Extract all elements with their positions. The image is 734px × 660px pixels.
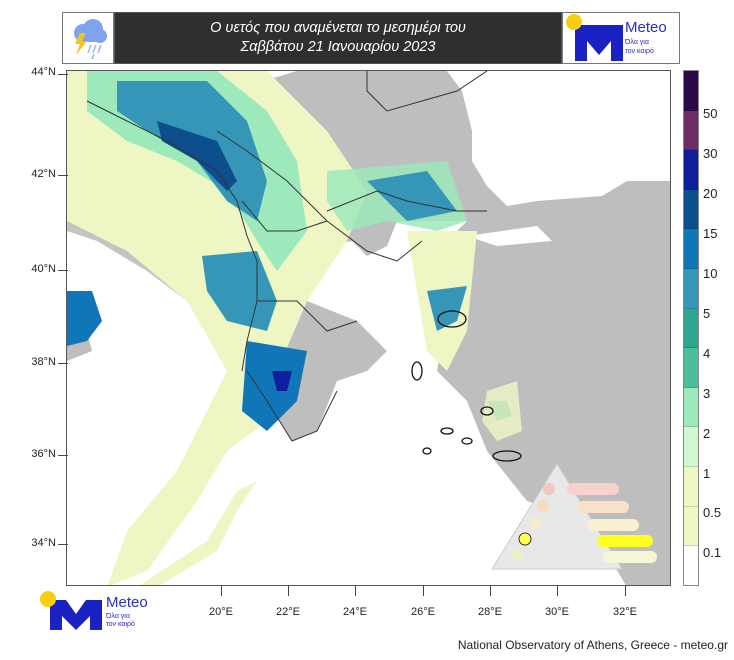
lon-label-30: 30°E [545, 606, 569, 618]
credit-text: National Observatory of Athens, Greece -… [457, 638, 728, 652]
lon-label-32: 32°E [613, 606, 637, 618]
colorbar-bin [684, 189, 698, 230]
meteo-m-logo-icon [40, 591, 102, 630]
colorbar-bin [684, 229, 698, 270]
lon-label-20: 20°E [209, 606, 233, 618]
logo-tagline-1: Όλα για [625, 39, 649, 46]
colorbar-label: 20 [703, 186, 718, 201]
lon-tick [490, 586, 491, 596]
map-graphic [67, 71, 670, 585]
lat-tick [58, 455, 68, 456]
colorbar-bin [684, 506, 698, 547]
colorbar-bin [684, 71, 698, 111]
colorbar-label: 2 [703, 426, 711, 441]
rain-thunder-cloud-icon [74, 19, 107, 60]
lat-label-40: 40°N [31, 263, 56, 275]
logo-name: Meteo [625, 19, 667, 36]
lon-label-22: 22°E [276, 606, 300, 618]
colorbar-label: 10 [703, 266, 718, 281]
meteo-m-logo-icon [566, 14, 623, 61]
colorbar-label: 3 [703, 386, 711, 401]
lat-tick [58, 74, 68, 75]
colorbar-label: 30 [703, 146, 718, 161]
logo-name: Meteo [106, 594, 148, 611]
page-title: Ο υετός που αναμένεται το μεσημέρι του Σ… [114, 12, 562, 64]
lon-tick [423, 586, 424, 596]
colorbar-bin [684, 150, 698, 190]
lon-tick [557, 586, 558, 596]
precipitation-map [66, 70, 671, 586]
colorbar-label: 4 [703, 346, 711, 361]
colorbar-bin [684, 308, 698, 349]
lat-tick [58, 270, 68, 271]
logo-tagline-1: Όλα για [106, 613, 130, 620]
lon-label-24: 24°E [343, 606, 367, 618]
weather-icon-box [62, 12, 114, 64]
warning-pyramid-icon [491, 463, 657, 570]
colorbar-label: 1 [703, 466, 711, 481]
lon-label-28: 28°E [478, 606, 502, 618]
lat-label-38: 38°N [31, 356, 56, 368]
logo-tagline-2: τον καιρό [106, 621, 135, 628]
colorbar-label: 50 [703, 106, 718, 121]
lon-tick [355, 586, 356, 596]
colorbar [683, 70, 699, 586]
lat-label-34: 34°N [31, 537, 56, 549]
colorbar-bin [684, 467, 698, 507]
lon-label-26: 26°E [411, 606, 435, 618]
lon-tick [221, 586, 222, 596]
colorbar-bin [684, 546, 698, 585]
lat-label-36: 36°N [31, 448, 56, 460]
title-line-2: Σαββάτου 21 Ιανουαρίου 2023 [240, 39, 436, 55]
colorbar-bin [684, 110, 698, 151]
logo-tagline-2: τον καιρό [625, 48, 654, 55]
colorbar-label: 15 [703, 226, 718, 241]
colorbar-label: 5 [703, 306, 711, 321]
lat-label-44: 44°N [31, 66, 56, 78]
title-line-1: Ο υετός που αναμένεται το μεσημέρι του [210, 20, 466, 36]
colorbar-bin [684, 427, 698, 468]
lat-tick [58, 175, 68, 176]
meteo-logo-header: Meteo Όλα για τον καιρό [562, 12, 680, 64]
meteo-logo-footer: Meteo Όλα για τον καιρό [38, 590, 158, 632]
colorbar-bin [684, 387, 698, 428]
colorbar-bin [684, 348, 698, 388]
colorbar-bin [684, 269, 698, 309]
lon-tick [288, 586, 289, 596]
lon-tick [625, 586, 626, 596]
lat-label-42: 42°N [31, 168, 56, 180]
warning-level-inset [487, 461, 667, 573]
lat-tick [58, 544, 68, 545]
lat-tick [58, 363, 68, 364]
colorbar-label: 0.5 [703, 505, 722, 520]
colorbar-label: 0.1 [703, 545, 722, 560]
